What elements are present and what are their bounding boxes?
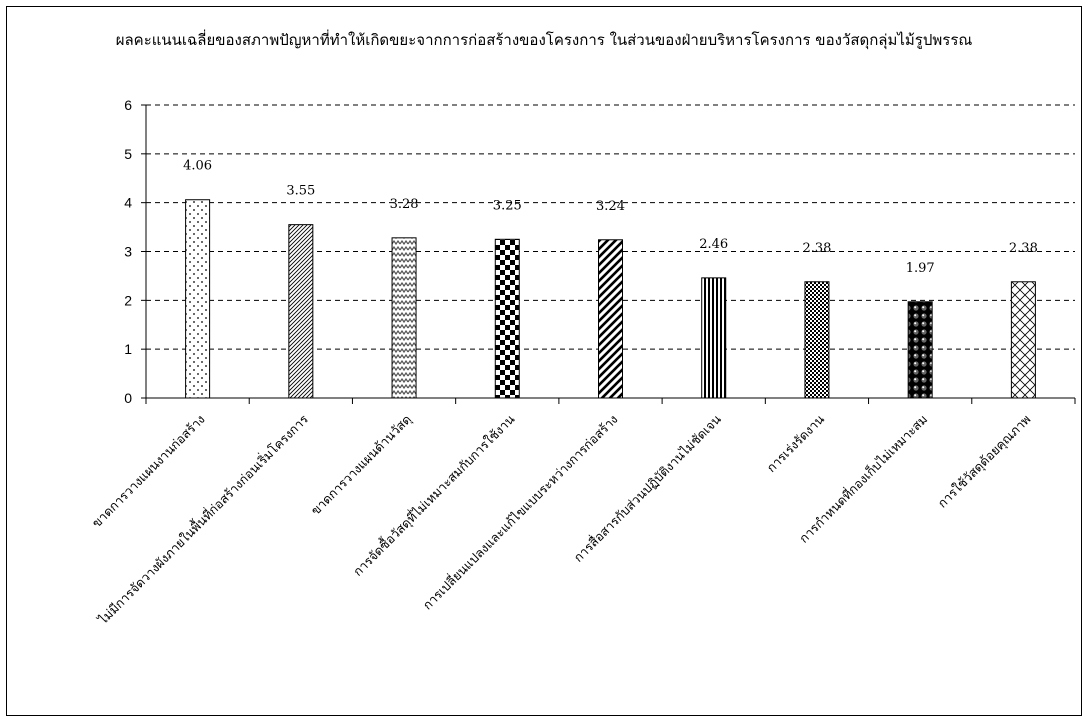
y-tick-label: 6 <box>124 97 132 113</box>
bar <box>391 237 417 399</box>
category-label: ขาดการวางแผนงานก่อสร้าง <box>89 412 208 531</box>
category-label: การเปลี่ยนแปลงและแก้ไขแบบระหว่างการก่อสร… <box>419 411 621 613</box>
data-label: 2.46 <box>699 237 728 252</box>
category-label: ขาดการวางแผนด้านวัสดุ <box>308 412 415 519</box>
data-labels: 4.06 3.55 3.28 3.25 3.24 2.46 2.38 1.97 2.38 <box>183 159 1038 276</box>
data-label: 4.06 <box>183 159 212 174</box>
y-tick-label: 3 <box>124 244 132 260</box>
data-label: 3.28 <box>390 197 419 212</box>
category-labels: ขาดการวางแผนงานก่อสร้างไม่มีการจัดวางผัง… <box>89 410 1034 628</box>
y-tick-label: 4 <box>124 195 132 211</box>
chart-title: ผลคะแนนเฉลี่ยของสภาพปัญหาที่ทำให้เกิดขยะ… <box>115 31 973 49</box>
bar <box>494 238 520 399</box>
data-label: 2.38 <box>802 241 831 256</box>
bar <box>1010 281 1036 399</box>
data-label: 3.55 <box>286 184 315 199</box>
category-label: การเร่งรัดงาน <box>764 411 828 475</box>
data-label: 3.24 <box>596 199 625 214</box>
bar <box>701 277 727 399</box>
bar <box>907 301 933 399</box>
bar <box>288 224 314 399</box>
category-label: การจัดซื้อวัสดุที่ไม่เหมาะสมกับการใช้งาน <box>349 410 519 580</box>
bar <box>185 199 211 399</box>
category-label: ไม่มีการจัดวางผังภายในพื้นที่ก่อสร้างก่อ… <box>93 410 311 628</box>
bar <box>804 281 830 399</box>
bars <box>185 199 1036 399</box>
y-tick-label: 5 <box>124 146 132 162</box>
y-tick-label: 0 <box>124 390 132 406</box>
data-label: 1.97 <box>906 261 935 276</box>
data-label: 3.25 <box>493 198 522 213</box>
y-tick-label: 1 <box>124 341 132 357</box>
data-label: 2.38 <box>1009 241 1038 256</box>
y-tick-label: 2 <box>124 292 132 308</box>
bar <box>598 239 623 399</box>
category-label: การใช้วัสดุด้อยคุณภาพ <box>934 412 1034 512</box>
